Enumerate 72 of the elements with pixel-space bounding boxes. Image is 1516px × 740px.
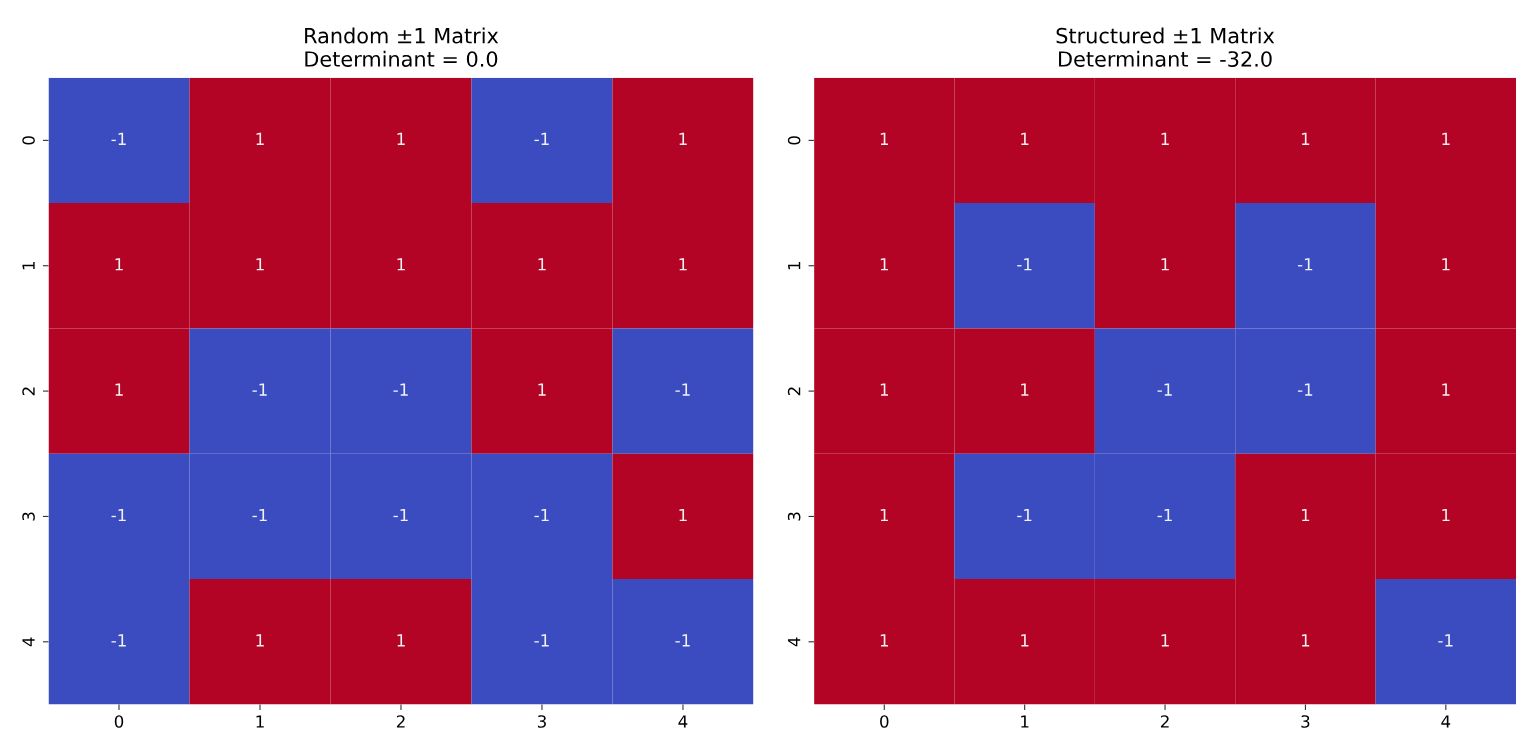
y-tick-label: 0 — [22, 136, 35, 145]
x-tick-label: 0 — [114, 715, 124, 728]
y-tick-label: 0 — [787, 136, 801, 145]
data-label: 1 — [1161, 132, 1169, 145]
data-label: 1 — [115, 258, 123, 271]
data-label: 1 — [679, 132, 687, 145]
x-tick-label: 3 — [1301, 715, 1310, 728]
data-label: -1 — [675, 634, 690, 647]
x-tick-label: 4 — [678, 715, 688, 728]
x-tick-label: 4 — [1441, 715, 1451, 728]
y-tick-label: 4 — [22, 637, 35, 647]
chart-title: Random ±1 Matrix Determinant = 0.0 — [305, 27, 499, 67]
data-label: -1 — [1438, 634, 1453, 647]
y-tick-label: 1 — [788, 261, 801, 270]
data-label: 1 — [1161, 258, 1169, 271]
data-label: 1 — [880, 258, 889, 271]
data-label: -1 — [675, 383, 690, 396]
data-label: 1 — [679, 258, 687, 271]
y-tick-label: 1 — [22, 261, 35, 270]
y-tick-label: 4 — [788, 637, 801, 647]
y-tick-label: 2 — [22, 387, 35, 396]
data-label: -1 — [252, 508, 267, 522]
x-tick-label: 1 — [1021, 715, 1029, 728]
data-label: -1 — [534, 132, 549, 145]
data-label: 1 — [397, 132, 405, 145]
x-tick-label: 2 — [396, 715, 405, 728]
data-label: -1 — [1157, 508, 1172, 522]
x-tick-label: 3 — [537, 715, 546, 728]
data-label: 1 — [880, 634, 889, 647]
x-tick-label: 1 — [256, 715, 264, 728]
data-label: 1 — [397, 634, 405, 647]
data-label: 1 — [256, 634, 264, 647]
data-label: 1 — [1442, 132, 1450, 145]
data-label: 1 — [1161, 634, 1169, 647]
data-label: 1 — [115, 383, 123, 396]
data-label: 1 — [1442, 508, 1450, 522]
data-label: 1 — [1021, 383, 1029, 396]
data-label: 1 — [1021, 634, 1029, 647]
data-label: 1 — [256, 132, 264, 145]
data-label: 1 — [538, 258, 546, 271]
data-label: 1 — [880, 508, 889, 522]
data-label: -1 — [1017, 508, 1032, 522]
data-label: -1 — [111, 132, 126, 145]
data-label: -1 — [534, 508, 549, 522]
y-tick-label: 3 — [787, 512, 801, 521]
data-label: 1 — [1442, 383, 1450, 396]
data-label: -1 — [393, 383, 408, 396]
data-label: -1 — [1297, 258, 1313, 271]
data-label: 1 — [1442, 258, 1450, 271]
data-label: 1 — [1301, 634, 1310, 647]
data-label: -1 — [1157, 383, 1172, 396]
data-label: 1 — [256, 258, 264, 271]
data-label: -1 — [393, 508, 408, 522]
data-label: 1 — [880, 383, 889, 396]
data-label: 1 — [1301, 132, 1310, 145]
data-label: 1 — [397, 258, 405, 271]
data-label: 1 — [679, 508, 687, 522]
data-label: 1 — [1021, 132, 1029, 145]
data-label: -1 — [111, 508, 126, 522]
x-tick-label: 0 — [880, 715, 889, 728]
x-tick-label: 2 — [1160, 715, 1169, 728]
data-label: -1 — [111, 634, 126, 647]
data-label: -1 — [1017, 258, 1032, 271]
data-label: -1 — [1297, 383, 1313, 396]
data-label: 1 — [538, 383, 546, 396]
data-label: -1 — [252, 383, 267, 396]
y-tick-label: 2 — [787, 387, 801, 396]
data-label: 1 — [1301, 508, 1310, 522]
y-tick-label: 3 — [22, 512, 35, 521]
data-label: 1 — [880, 132, 889, 145]
data-label: -1 — [534, 634, 549, 647]
chart-title: Structured ±1 Matrix Determinant = -32.0 — [1056, 27, 1275, 67]
